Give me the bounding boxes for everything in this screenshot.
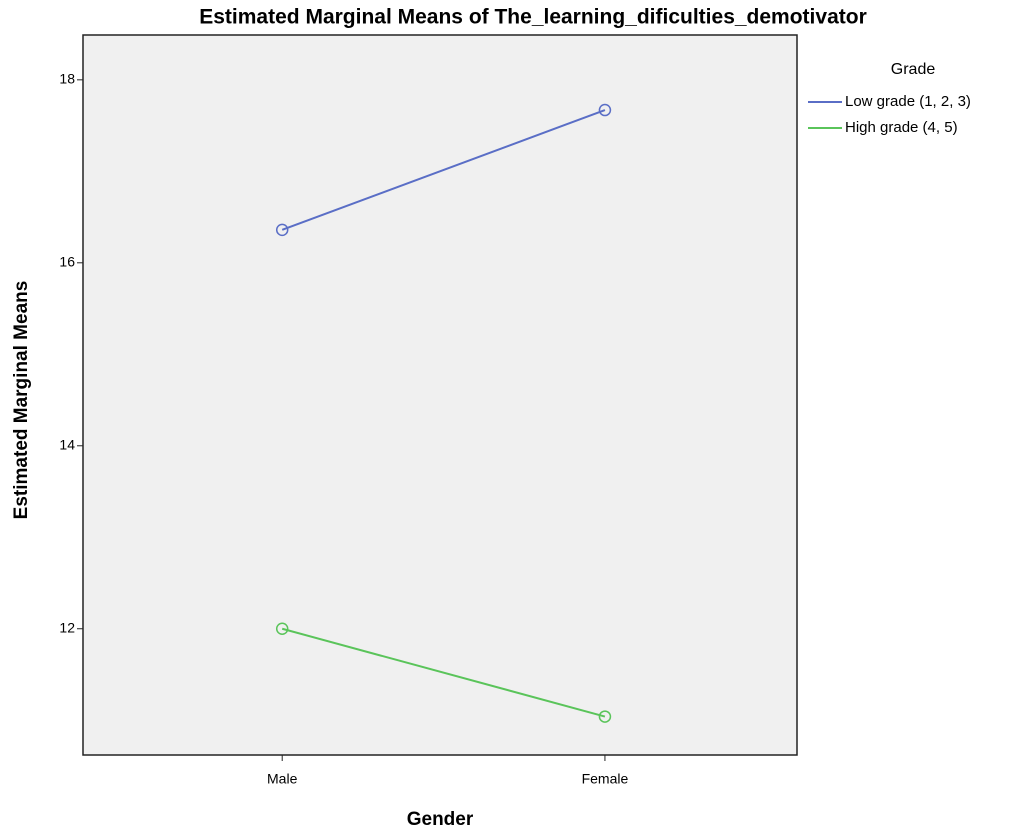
data-point: [598, 710, 612, 723]
y-tick-label: 16: [59, 254, 75, 270]
legend-label: High grade (4, 5): [845, 119, 958, 136]
data-point: [275, 223, 289, 237]
x-axis-label: Gender: [407, 809, 474, 830]
data-point: [598, 103, 612, 117]
y-tick-label: 12: [59, 619, 75, 635]
plot-area: [82, 34, 798, 756]
legend-title: Grade: [891, 61, 936, 78]
y-tick-label: 18: [59, 71, 75, 87]
series-line: [281, 627, 606, 718]
x-tick-label: Female: [582, 771, 629, 787]
x-tick-label: Male: [267, 771, 298, 787]
data-point: [275, 622, 289, 635]
legend-label: Low grade (1, 2, 3): [845, 93, 971, 110]
series-line: [281, 109, 606, 231]
y-tick-label: 14: [59, 436, 75, 452]
y-axis-label: Estimated Marginal Means: [11, 281, 32, 520]
chart-title: Estimated Marginal Means of The_learning…: [199, 6, 867, 29]
